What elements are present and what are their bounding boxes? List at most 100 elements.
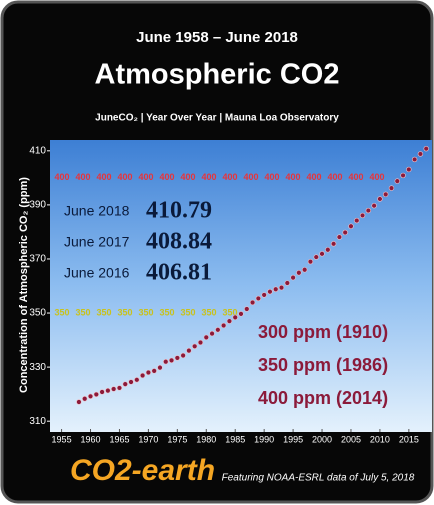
y-tick-label: 310 bbox=[29, 416, 46, 427]
data-point bbox=[278, 284, 285, 291]
data-point bbox=[82, 396, 88, 402]
reference-label: 400 bbox=[327, 172, 342, 182]
x-tick-label: 2015 bbox=[399, 434, 419, 444]
data-point bbox=[76, 399, 82, 405]
reference-label: 400 bbox=[117, 172, 132, 182]
data-point bbox=[87, 393, 94, 400]
data-point bbox=[330, 241, 337, 247]
reference-label: 400 bbox=[54, 172, 69, 182]
reference-label: 400 bbox=[75, 172, 90, 182]
reference-label: 400 bbox=[201, 172, 216, 182]
data-point bbox=[365, 207, 372, 214]
data-point bbox=[226, 318, 233, 324]
data-point bbox=[406, 166, 412, 173]
x-tick-label: 1975 bbox=[167, 434, 187, 444]
reference-label: 400 bbox=[243, 172, 258, 182]
data-point bbox=[139, 372, 146, 379]
x-tick-label: 2005 bbox=[341, 434, 361, 444]
reference-label: 400 bbox=[222, 172, 237, 182]
data-point bbox=[157, 364, 163, 371]
x-tick-label: 1955 bbox=[52, 434, 72, 444]
data-point bbox=[180, 352, 186, 359]
data-point bbox=[382, 191, 389, 198]
milestone: 350 ppm (1986) bbox=[258, 355, 388, 375]
reading-label: June 2018 bbox=[64, 203, 130, 219]
reference-label: 350 bbox=[54, 307, 69, 317]
y-tick-label: 390 bbox=[29, 200, 46, 211]
data-point bbox=[296, 270, 302, 276]
data-point bbox=[168, 357, 175, 364]
subtitle: JuneCO₂ | Year Over Year | Mauna Loa Obs… bbox=[95, 113, 339, 124]
reference-label: 350 bbox=[222, 307, 237, 317]
x-tick-label: 2010 bbox=[370, 434, 390, 444]
data-point bbox=[371, 203, 377, 209]
data-point bbox=[197, 339, 204, 346]
x-tick-label: 1995 bbox=[283, 434, 303, 444]
x-tick-label: 2000 bbox=[312, 434, 332, 444]
data-point bbox=[354, 217, 360, 224]
data-point bbox=[313, 254, 319, 260]
data-point bbox=[203, 334, 209, 341]
data-point bbox=[342, 229, 348, 236]
data-point bbox=[290, 274, 296, 281]
reference-label: 400 bbox=[264, 172, 279, 182]
data-point bbox=[261, 292, 267, 298]
data-point bbox=[105, 387, 111, 394]
plot-area bbox=[50, 140, 432, 432]
reference-label: 400 bbox=[159, 172, 174, 182]
data-point bbox=[151, 368, 157, 374]
reference-label: 400 bbox=[138, 172, 153, 182]
data-point bbox=[267, 288, 273, 295]
footer: Featuring NOAA-ESRL data of July 5, 2018 bbox=[222, 473, 415, 484]
x-tick-label: 1965 bbox=[109, 434, 129, 444]
data-point bbox=[336, 234, 343, 240]
data-point bbox=[348, 223, 354, 229]
data-point bbox=[145, 369, 152, 376]
reference-label: 350 bbox=[138, 307, 153, 317]
reference-label: 350 bbox=[201, 307, 216, 317]
data-point bbox=[359, 212, 366, 219]
reference-label: 350 bbox=[180, 307, 195, 317]
y-tick-label: 370 bbox=[29, 254, 46, 265]
data-point bbox=[209, 330, 215, 337]
reading-value: 408.84 bbox=[146, 229, 212, 255]
data-point bbox=[400, 172, 406, 179]
x-tick-label: 1985 bbox=[225, 434, 245, 444]
data-point bbox=[301, 267, 308, 273]
data-point bbox=[134, 377, 140, 383]
data-point bbox=[273, 286, 279, 292]
milestone: 400 ppm (2014) bbox=[258, 388, 388, 408]
data-point bbox=[255, 295, 262, 302]
data-point bbox=[319, 251, 325, 257]
x-tick-label: 1980 bbox=[196, 434, 216, 444]
data-point bbox=[232, 314, 238, 321]
data-point bbox=[174, 355, 181, 361]
data-point bbox=[128, 379, 134, 385]
y-tick-label: 330 bbox=[29, 362, 46, 373]
data-point bbox=[388, 185, 395, 191]
x-tick-label: 1970 bbox=[138, 434, 158, 444]
reading-value: 410.79 bbox=[146, 198, 212, 224]
data-point bbox=[417, 151, 424, 157]
header: June 1958 – June 2018 bbox=[136, 29, 298, 46]
x-tick-label: 1990 bbox=[254, 434, 274, 444]
x-tick-label: 1960 bbox=[80, 434, 100, 444]
data-point bbox=[220, 322, 227, 329]
reference-label: 400 bbox=[348, 172, 363, 182]
data-point bbox=[215, 327, 221, 333]
data-point bbox=[186, 347, 192, 354]
logo: CO2-earth bbox=[70, 454, 215, 487]
reading-value: 406.81 bbox=[146, 260, 212, 286]
data-point bbox=[411, 156, 418, 163]
data-point bbox=[238, 311, 244, 317]
data-point bbox=[110, 386, 117, 392]
data-point bbox=[325, 247, 331, 253]
reading-label: June 2017 bbox=[64, 234, 130, 250]
data-point bbox=[284, 280, 291, 286]
data-point bbox=[423, 145, 429, 152]
data-point bbox=[377, 196, 383, 202]
chart-title: Atmospheric CO2 bbox=[95, 59, 340, 91]
data-point bbox=[99, 389, 105, 395]
reference-label: 400 bbox=[96, 172, 111, 182]
